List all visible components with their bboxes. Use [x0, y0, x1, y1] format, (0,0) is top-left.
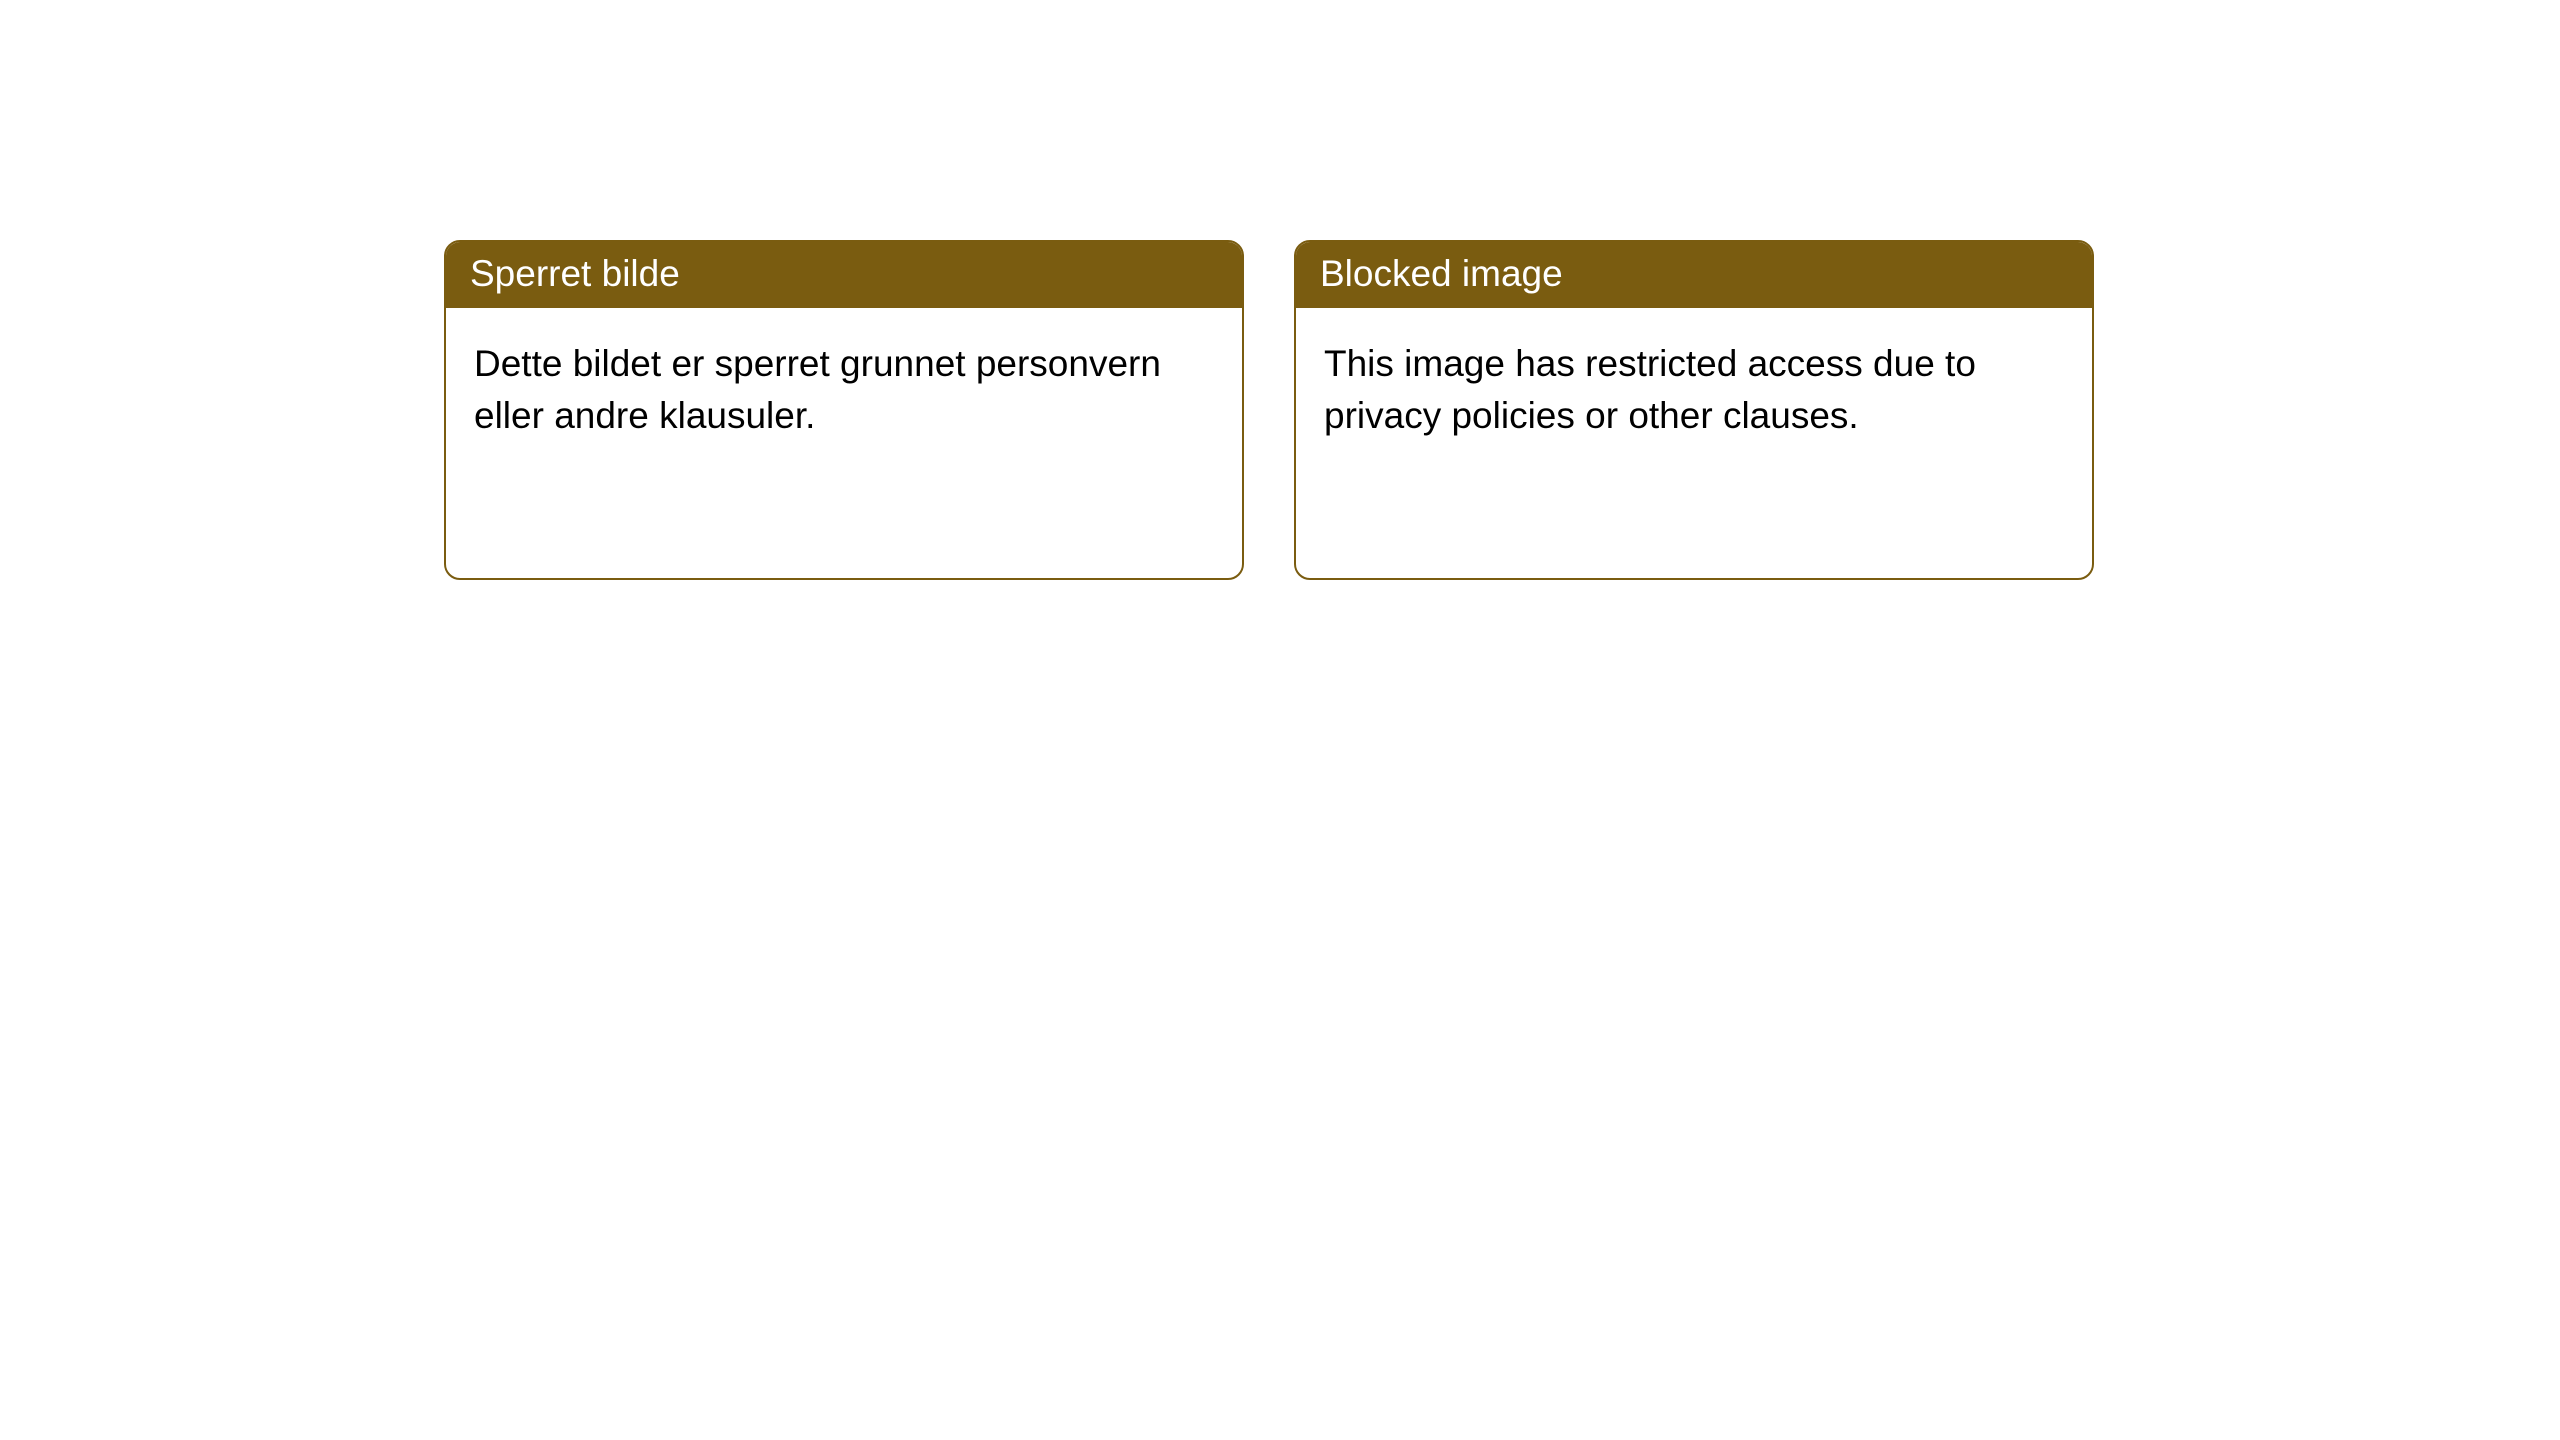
notice-header-text: Blocked image — [1320, 253, 1563, 294]
notice-header: Blocked image — [1296, 242, 2092, 308]
notice-body: This image has restricted access due to … — [1296, 308, 2092, 578]
notice-body-text: Dette bildet er sperret grunnet personve… — [474, 338, 1214, 442]
notice-header: Sperret bilde — [446, 242, 1242, 308]
notice-container: Sperret bilde Dette bildet er sperret gr… — [0, 0, 2560, 580]
notice-header-text: Sperret bilde — [470, 253, 680, 294]
notice-card-norwegian: Sperret bilde Dette bildet er sperret gr… — [444, 240, 1244, 580]
notice-body-text: This image has restricted access due to … — [1324, 338, 2064, 442]
notice-card-english: Blocked image This image has restricted … — [1294, 240, 2094, 580]
notice-body: Dette bildet er sperret grunnet personve… — [446, 308, 1242, 578]
